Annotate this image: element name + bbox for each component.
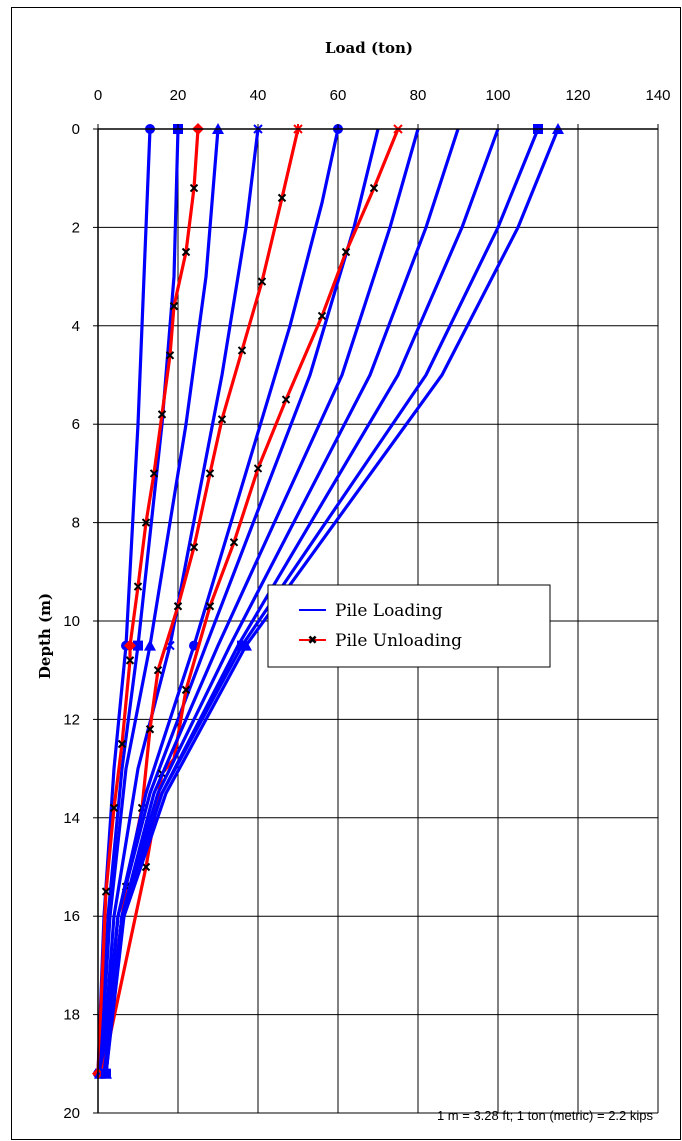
chart-frame (11, 7, 681, 1140)
unload-mark (157, 410, 167, 419)
unload-mark (133, 582, 143, 591)
y-tick-label: 12 (63, 711, 80, 728)
unload-mark (257, 277, 267, 286)
data-point-bottom (100, 1067, 112, 1079)
x-tick-label: 60 (330, 87, 347, 104)
x-tick-label: 140 (645, 87, 670, 104)
x-tick-label: 0 (94, 87, 102, 104)
legend-label-loading: Pile Loading (335, 601, 443, 621)
y-tick-label: 20 (63, 1105, 80, 1122)
unload-mark (237, 346, 247, 355)
unit-note: 1 m = 3.28 ft; 1 ton (metric) = 2.2 kips (437, 1108, 654, 1123)
tick-labels: 0 20 40 60 80 100 120 140 0 2 4 6 8 10 12 14 16 18 20 (63, 87, 670, 1122)
legend: Pile Loading ✖ Pile Unloading (267, 584, 551, 668)
unload-mark (281, 395, 291, 404)
x-axis-title: Load (ton) (325, 39, 413, 57)
y-axis-title: Depth (m) (36, 593, 54, 679)
y-tick-label: 14 (63, 810, 80, 827)
axes (93, 124, 659, 1114)
legend-marker-unloading: ✖ (307, 633, 317, 647)
series-loading-0 (93, 124, 155, 1079)
y-tick-label: 10 (63, 613, 80, 630)
series-line (102, 128, 380, 1074)
unload-mark (109, 803, 119, 813)
unload-mark (369, 183, 379, 193)
unload-mark (165, 351, 175, 360)
unload-mark (181, 247, 191, 257)
unload-mark (169, 301, 179, 311)
y-tick-label: 18 (63, 1007, 80, 1024)
x-tick-label: 100 (485, 87, 510, 104)
unload-mark (277, 193, 287, 203)
y-tick-label: 6 (72, 416, 80, 433)
unload-mark (141, 518, 151, 527)
data-point-mid (237, 640, 247, 651)
unload-mark (141, 862, 151, 872)
unload-mark (189, 183, 199, 193)
unload-mark (341, 247, 351, 257)
data-point-mid (124, 639, 136, 652)
y-tick-label: 4 (72, 318, 80, 335)
y-tick-label: 8 (72, 515, 80, 532)
unload-mark (153, 665, 163, 675)
unload-mark (145, 725, 155, 734)
data-point-mid (240, 639, 252, 651)
unload-mark (125, 656, 135, 665)
legend-label-unloading: Pile Unloading (335, 631, 462, 651)
series-group (92, 123, 564, 1080)
unload-mark (317, 311, 327, 321)
x-tick-label: 20 (170, 87, 187, 104)
unload-mark (229, 538, 239, 547)
unload-mark (189, 542, 199, 552)
y-tick-label: 0 (72, 121, 80, 138)
unload-mark (173, 602, 183, 611)
unload-mark (253, 464, 263, 473)
unload-mark (117, 739, 127, 749)
y-tick-label: 16 (63, 908, 80, 925)
x-tick-label: 40 (250, 87, 267, 104)
unload-mark (205, 469, 215, 478)
data-point-mid (133, 640, 143, 651)
unload-mark (217, 415, 227, 424)
x-tick-label: 80 (410, 87, 427, 104)
unload-mark (149, 469, 159, 478)
unload-mark (101, 887, 111, 896)
series-loading-7 (102, 128, 380, 1074)
unload-mark (205, 602, 215, 611)
x-tick-label: 120 (565, 87, 590, 104)
y-tick-label: 2 (72, 219, 80, 236)
legend-box (267, 584, 551, 668)
unload-mark (181, 685, 191, 695)
data-point-mid (144, 639, 156, 651)
